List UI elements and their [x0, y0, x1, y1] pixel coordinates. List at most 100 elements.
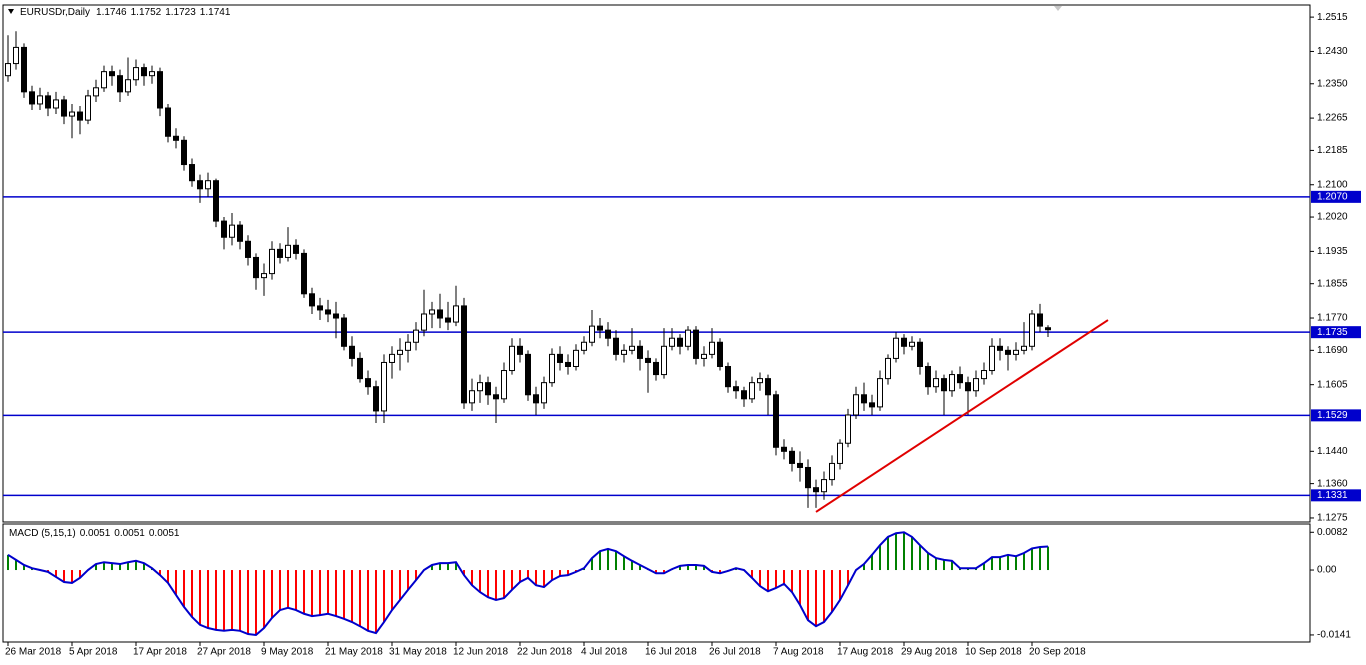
candle-body [349, 345, 355, 359]
candle-body [501, 370, 507, 400]
candle-body [1005, 349, 1011, 355]
indicator-name: MACD (5,15,1) [9, 528, 76, 539]
candle-body [909, 341, 915, 347]
candle-body [165, 107, 171, 137]
x-tick-label: 26 Mar 2018 [5, 647, 62, 658]
candle-body [861, 394, 867, 404]
candle-body [589, 325, 595, 343]
candle-body [309, 293, 315, 307]
menu-arrow[interactable] [8, 9, 14, 14]
y-tick-label: 1.1440 [1317, 446, 1348, 457]
level-label: 1.1529 [1317, 410, 1348, 421]
level-label-box [1311, 489, 1361, 502]
macd-value: 0.0051 [80, 528, 111, 539]
candle-body [381, 361, 387, 412]
y-tick-label: 1.2100 [1317, 179, 1348, 190]
candle-body [357, 357, 363, 380]
candle-body [277, 248, 283, 258]
candle-body [725, 365, 731, 388]
candle-body [557, 353, 563, 363]
candle-body [141, 67, 147, 77]
x-tick-label: 29 Aug 2018 [901, 647, 958, 658]
candle-body [293, 244, 299, 254]
candle-body [533, 394, 539, 404]
candle-body [1013, 349, 1019, 355]
candle-body [957, 374, 963, 384]
macd-panel [2, 523, 1311, 643]
candle-body [837, 442, 843, 464]
candle-body [29, 91, 35, 105]
y-tick-label: 1.1855 [1317, 278, 1348, 289]
y-tick-label: 1.2020 [1317, 212, 1348, 223]
candle-body [493, 394, 499, 400]
candle-body [933, 378, 939, 388]
candle-body [181, 139, 187, 166]
y-tick-label: 1.1690 [1317, 345, 1348, 356]
candle-body [709, 341, 715, 355]
candle-body [261, 273, 267, 279]
y-tick-label: 1.2185 [1317, 145, 1348, 156]
candle-body [5, 63, 11, 77]
y-tick-label: 1.2515 [1317, 12, 1348, 23]
candle-body [229, 224, 235, 238]
candle-body [333, 313, 339, 319]
main-panel [2, 4, 1311, 523]
candle-body [245, 240, 251, 258]
level-label: 1.1331 [1317, 490, 1348, 501]
x-tick-label: 26 Jul 2018 [709, 647, 761, 658]
x-tick-label: 17 Apr 2018 [133, 647, 187, 658]
candle-body [813, 487, 819, 493]
y-tick-label: 0.0082 [1317, 527, 1348, 538]
macd-header: MACD (5,15,1) 0.0051 0.0051 0.0051 [9, 528, 180, 539]
candle-body [653, 361, 659, 376]
candle-body [765, 378, 771, 396]
y-tick-label: 1.2430 [1317, 46, 1348, 57]
candle-body [405, 341, 411, 351]
candle-body [237, 224, 243, 242]
candle-body [325, 309, 331, 315]
level-label-box [1311, 409, 1361, 422]
candle-body [173, 135, 179, 141]
candle-body [437, 309, 443, 319]
candle-body [677, 337, 683, 347]
y-tick-label: 0.00 [1317, 565, 1337, 576]
candle-body [445, 317, 451, 323]
low: 1.1723 [165, 7, 196, 18]
candle-body [85, 95, 91, 121]
candle-body [717, 341, 723, 367]
candle-body [669, 337, 675, 347]
candle-body [189, 164, 195, 182]
x-tick-label: 31 May 2018 [389, 647, 447, 658]
candle-body [901, 337, 907, 347]
candle-body [773, 394, 779, 448]
trendline [815, 319, 1109, 513]
x-tick-label: 22 Jun 2018 [517, 647, 572, 658]
candle-body [461, 305, 467, 404]
candle-body [485, 382, 491, 396]
candle-body [149, 71, 155, 77]
candle-body [221, 220, 227, 238]
x-tick-label: 10 Sep 2018 [965, 647, 1022, 658]
candle-body [61, 99, 67, 117]
candle-body [597, 325, 603, 331]
candle-body [821, 479, 827, 493]
candle-body [477, 382, 483, 392]
candle-body [1029, 313, 1035, 347]
y-tick-label: 1.2265 [1317, 113, 1348, 124]
candle-body [581, 341, 587, 351]
candle-body [125, 79, 131, 93]
candle-body [869, 402, 875, 408]
candle-body [621, 349, 627, 355]
candle-body [285, 244, 291, 258]
candle-body [21, 46, 27, 93]
level-label-box [1311, 326, 1361, 339]
candle-body [885, 357, 891, 380]
x-tick-label: 17 Aug 2018 [837, 647, 894, 658]
level-label-box [1311, 190, 1361, 203]
level-label: 1.1735 [1317, 327, 1348, 338]
candle-body [805, 466, 811, 489]
candle-body [829, 462, 835, 481]
candle-body [213, 180, 219, 222]
hist-value: 0.0051 [149, 528, 180, 539]
x-tick-label: 4 Jul 2018 [581, 647, 628, 658]
